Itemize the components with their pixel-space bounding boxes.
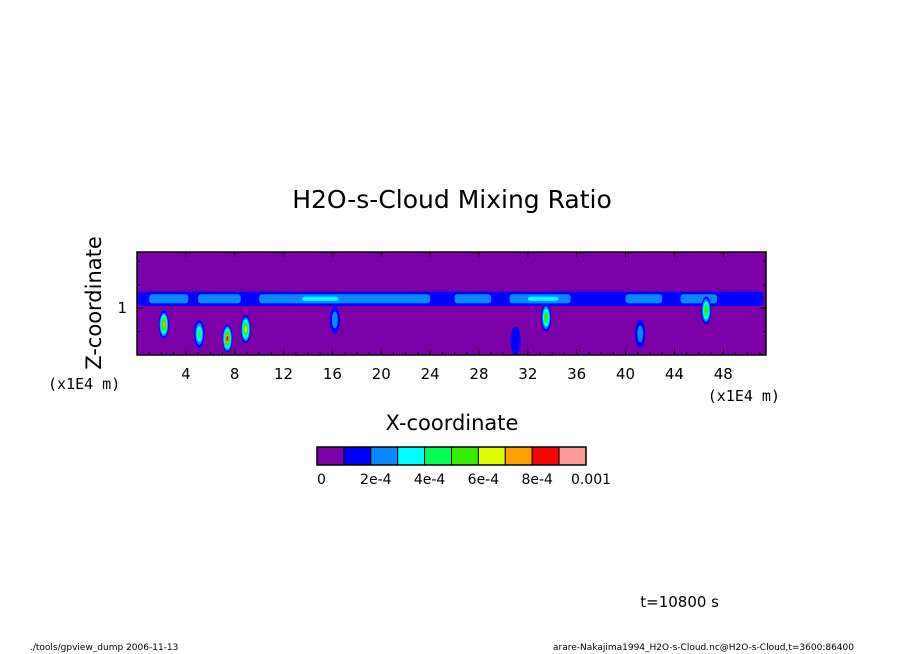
x-tick-label: 28 — [469, 365, 488, 383]
colorbar-tick-label: 2e-4 — [360, 472, 392, 488]
colorbar-swatch — [424, 446, 453, 466]
colorbar: 0 2e-4 4e-4 6e-4 8e-4 0.001 — [316, 446, 611, 488]
cloud-layer — [138, 291, 764, 306]
cloud-cell-contour — [331, 311, 338, 329]
plot-frame — [136, 251, 767, 356]
x-tick-label: 8 — [230, 365, 240, 383]
colorbar-frame — [316, 446, 587, 466]
colorbar-tick-label: 6e-4 — [468, 472, 500, 488]
colorbar-tick-label: 0.001 — [571, 472, 611, 488]
z-axis-label: Z-coordinate — [82, 236, 106, 370]
footer-left: ./tools/gpview_dump 2006-11-13 — [30, 643, 178, 653]
colorbar-tick-label: 0 — [317, 472, 326, 488]
x-tick-label: 48 — [714, 365, 733, 383]
colorbar-swatch — [531, 446, 560, 466]
cloud-layer-segment — [301, 296, 339, 301]
cloud-cell-contour — [637, 325, 644, 343]
cloud-layer-segment — [149, 294, 189, 304]
z-tick-label: 1 — [117, 299, 127, 317]
cloud-layer-segment — [198, 294, 241, 304]
x-axis-label: X-coordinate — [386, 411, 519, 435]
cloud-layer-segment — [527, 296, 559, 301]
chart-title: H2O-s-Cloud Mixing Ratio — [292, 185, 612, 214]
cloud-layer-segment — [454, 294, 492, 304]
colorbar-swatch — [477, 446, 506, 466]
x-tick-label: 4 — [181, 365, 191, 383]
cloud-cells — [158, 296, 712, 355]
footer-right: arare-Nakajima1994_H2O-s-Cloud.nc@H2O-s-… — [553, 643, 854, 653]
cloud-layer-segment — [259, 294, 431, 304]
cloud-cell-contour — [544, 313, 548, 322]
cloud-cell-contour — [162, 321, 166, 328]
z-unit-label: (x1E4 m) — [48, 375, 120, 393]
x-unit-label: (x1E4 m) — [708, 387, 780, 405]
x-tick-label: 32 — [518, 365, 537, 383]
colorbar-swatch — [370, 446, 399, 466]
colorbar-swatch — [316, 446, 345, 466]
colorbar-swatch — [451, 446, 479, 466]
cloud-cell-contour — [704, 306, 708, 315]
z-axis-ticks: 1 — [117, 260, 766, 333]
cloud-layer-segment — [680, 294, 718, 304]
cloud-layer-segment — [625, 294, 663, 304]
colorbar-swatch — [504, 446, 533, 466]
x-tick-label: 20 — [372, 365, 391, 383]
x-axis-ticks: 4 8 12 16 20 24 28 32 36 40 44 48 — [148, 252, 761, 383]
colorbar-tick-label: 8e-4 — [521, 472, 553, 488]
x-tick-label: 12 — [274, 365, 293, 383]
colorbar-swatch — [343, 446, 372, 466]
colorbar-swatch — [558, 446, 587, 466]
cloud-cell-contour — [510, 326, 521, 355]
x-tick-label: 40 — [616, 365, 635, 383]
x-tick-label: 16 — [323, 365, 342, 383]
plot-area: 4 8 12 16 20 24 28 32 36 40 44 48 1 — [117, 251, 767, 383]
colorbar-tick-label: 4e-4 — [414, 472, 446, 488]
time-label: t=10800 s — [640, 593, 719, 611]
x-tick-label: 24 — [421, 365, 440, 383]
cloud-cell-contour — [244, 326, 247, 333]
cloud-cell-contour — [226, 335, 229, 342]
colorbar-swatch — [397, 446, 426, 466]
x-tick-label: 36 — [567, 365, 586, 383]
x-tick-label: 44 — [665, 365, 684, 383]
cloud-cell-contour — [197, 329, 201, 339]
